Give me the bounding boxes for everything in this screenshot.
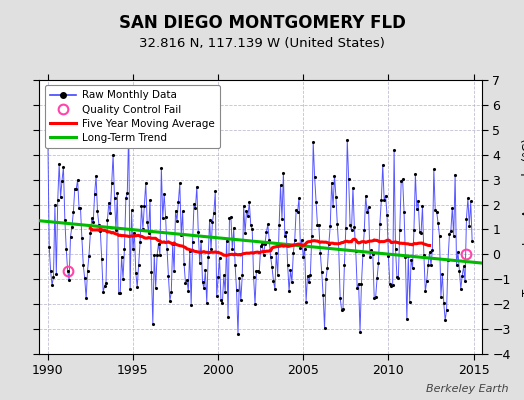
Legend: Raw Monthly Data, Quality Control Fail, Five Year Moving Average, Long-Term Tren: Raw Monthly Data, Quality Control Fail, …: [45, 85, 220, 148]
Y-axis label: Temperature Anomaly (°C): Temperature Anomaly (°C): [522, 138, 524, 296]
Text: Berkeley Earth: Berkeley Earth: [426, 384, 508, 394]
Text: SAN DIEGO MONTGOMERY FLD: SAN DIEGO MONTGOMERY FLD: [118, 14, 406, 32]
Text: 32.816 N, 117.139 W (United States): 32.816 N, 117.139 W (United States): [139, 37, 385, 50]
